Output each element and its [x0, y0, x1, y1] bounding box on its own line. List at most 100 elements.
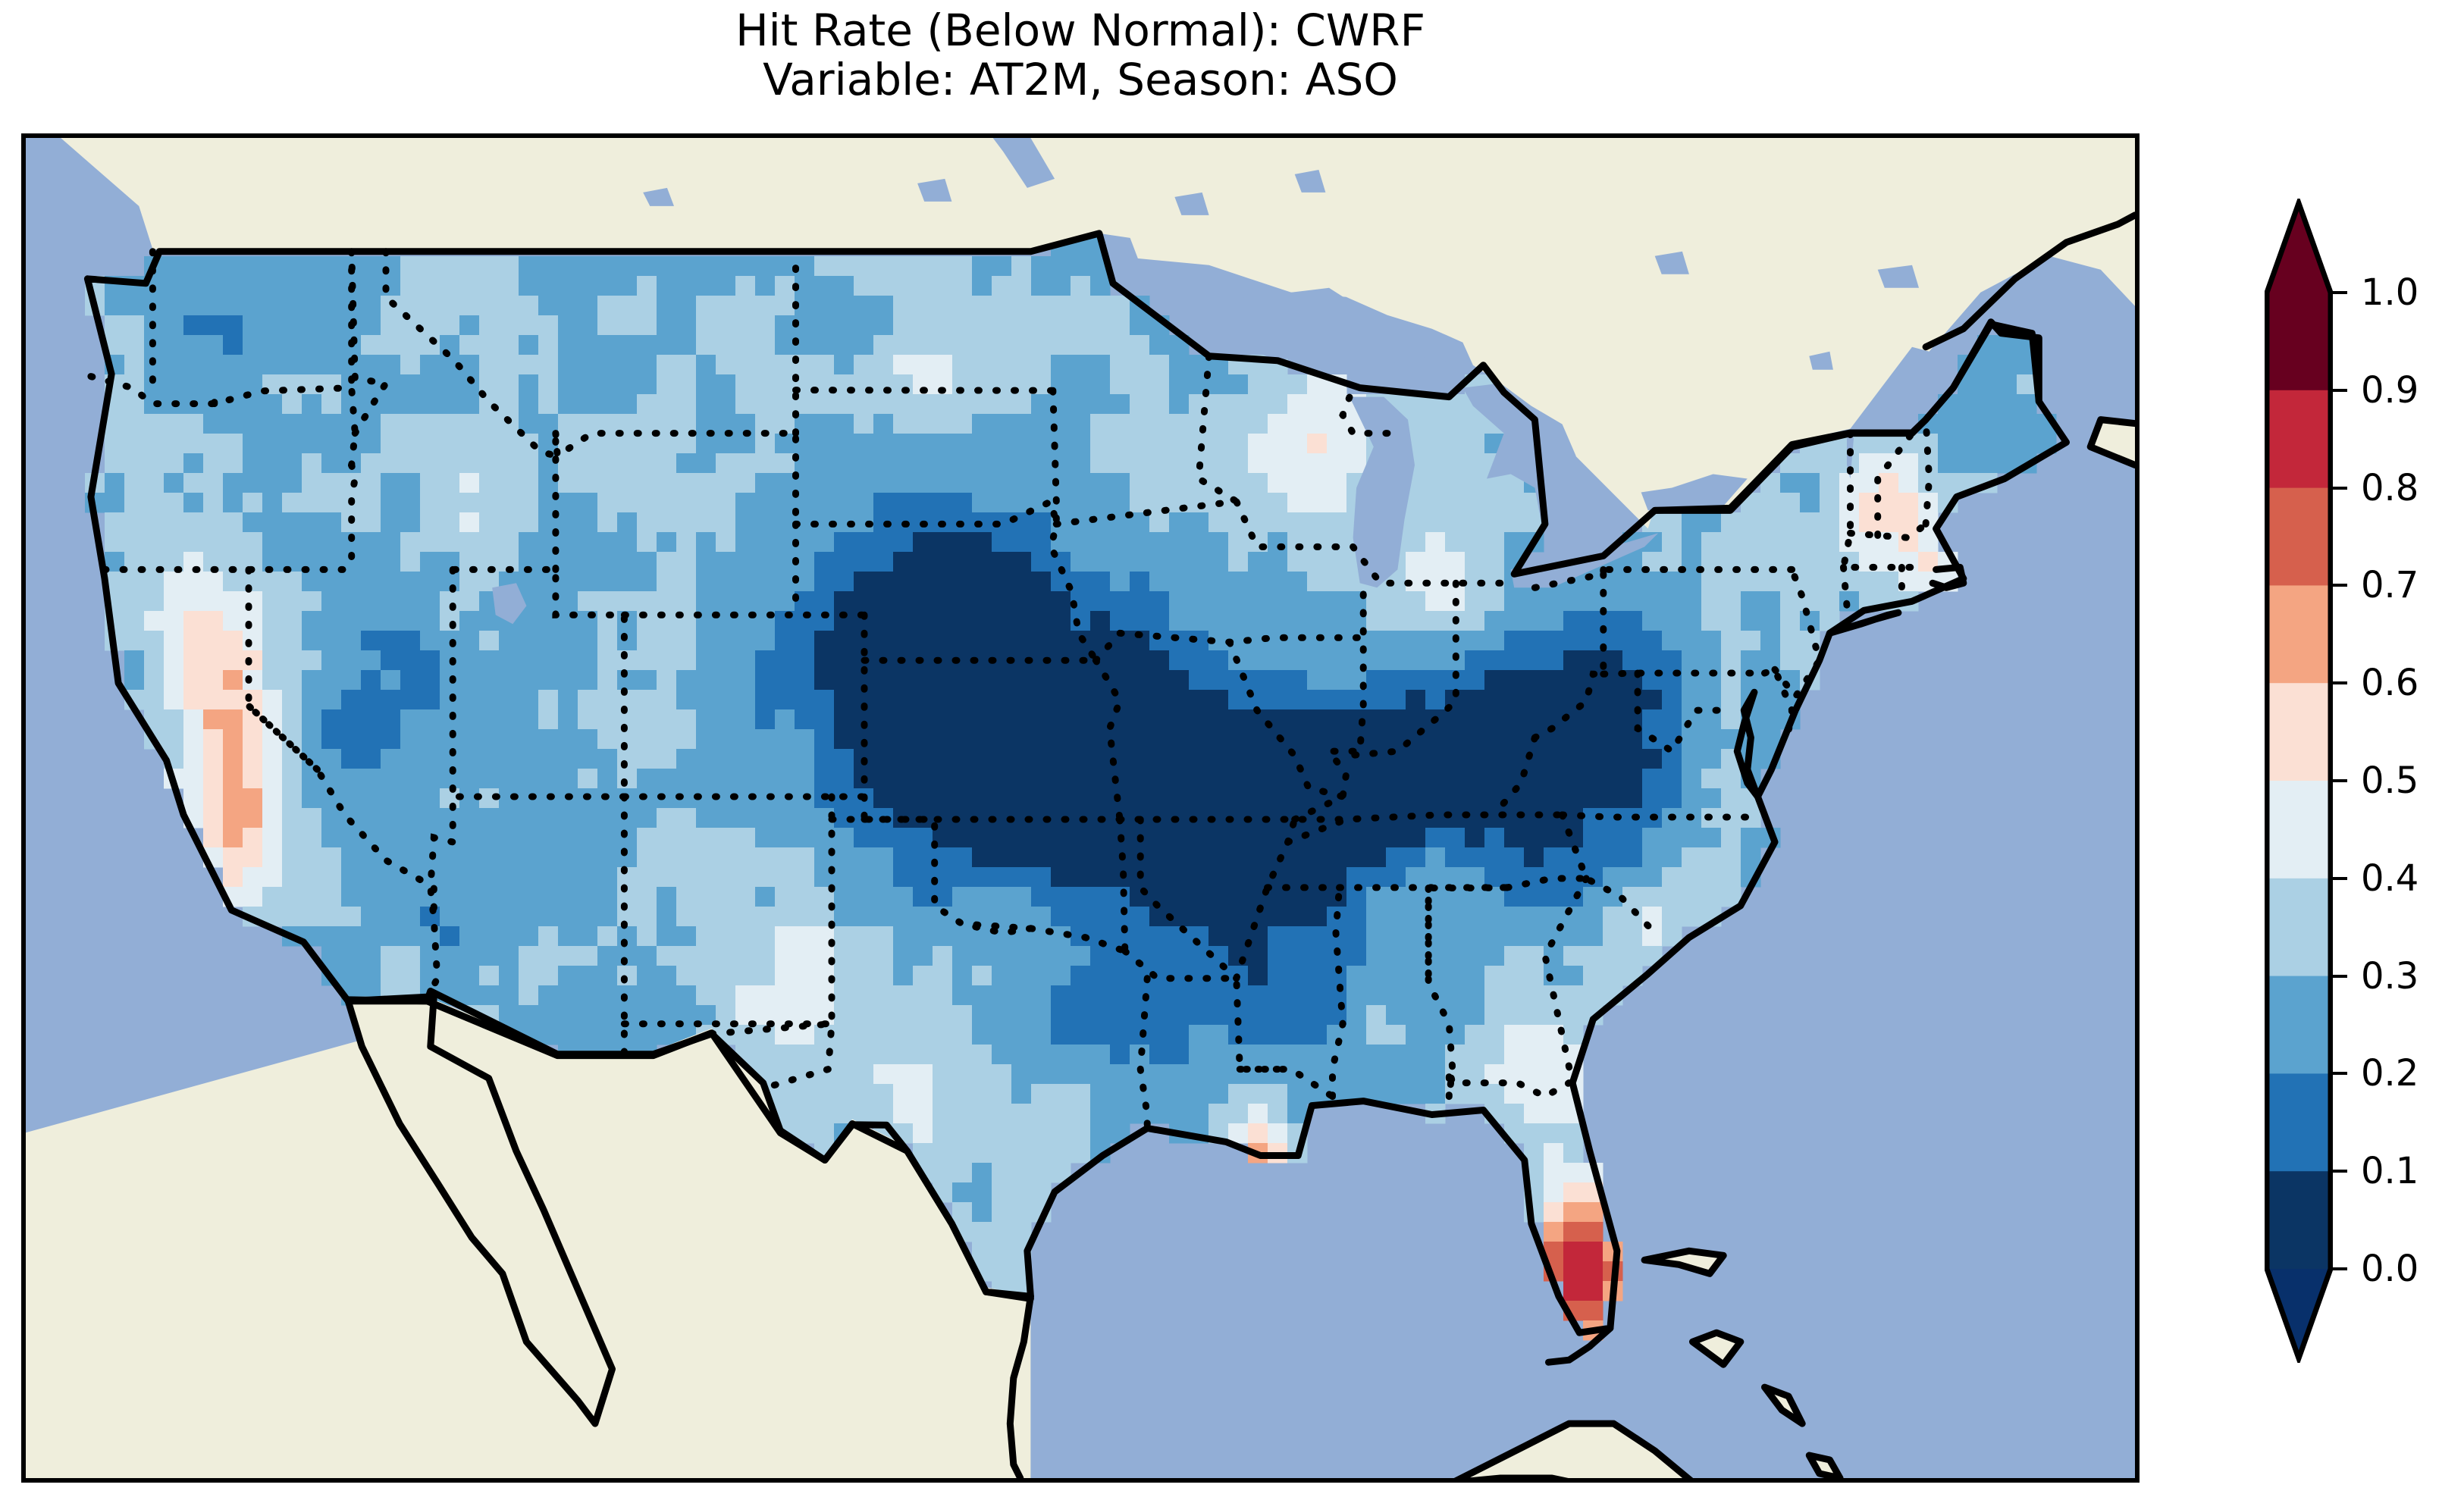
grid-cell — [282, 335, 303, 355]
grid-cell — [1938, 414, 1958, 434]
colorbar-tick-label: 0.5 — [2361, 760, 2419, 802]
grid-cell — [203, 256, 224, 277]
grid-cell — [558, 394, 578, 415]
grid-cell — [1248, 552, 1268, 572]
grid-cell — [381, 394, 401, 415]
grid-cell — [1997, 335, 2017, 355]
grid-cell — [893, 532, 914, 553]
grid-cell — [1228, 414, 1249, 434]
grid-cell — [676, 434, 697, 454]
grid-cell — [459, 296, 480, 316]
colorbar-tick — [2331, 388, 2347, 392]
grid-cell — [223, 434, 243, 454]
grid-cell — [696, 296, 716, 316]
grid-cell — [558, 355, 578, 375]
grid-cell — [755, 572, 776, 592]
grid-cell — [775, 434, 795, 454]
grid-cell — [873, 296, 894, 316]
grid-cell — [400, 493, 421, 513]
grid-cell — [952, 434, 973, 454]
grid-cell — [893, 591, 914, 612]
grid-cell — [459, 276, 480, 296]
coastline-bahamas-outline-1 — [1641, 1247, 1727, 1277]
grid-cell — [1327, 512, 1347, 533]
grid-cell — [144, 473, 165, 493]
grid-cell — [400, 473, 421, 493]
grid-cell — [282, 572, 303, 592]
grid-cell — [1071, 335, 1091, 355]
grid-cell — [854, 276, 874, 296]
grid-cell — [1228, 374, 1249, 395]
grid-cell — [755, 256, 776, 277]
grid-cell — [1465, 532, 1485, 553]
grid-cell — [1977, 414, 1998, 434]
grid-cell — [755, 453, 776, 474]
grid-cell — [1149, 473, 1170, 493]
grid-cell — [1011, 256, 1032, 277]
grid-cell — [657, 374, 677, 395]
grid-cell — [400, 355, 421, 375]
grid-cell — [1820, 532, 1840, 553]
grid-cell — [262, 572, 283, 592]
grid-cell — [558, 532, 578, 553]
coastline-chesapeake-bay — [1733, 688, 1761, 800]
grid-cell — [755, 512, 776, 533]
grid-cell — [1425, 532, 1446, 553]
grid-cell — [381, 315, 401, 336]
grid-cell — [1701, 572, 1722, 592]
grid-cell — [913, 414, 933, 434]
grid-cell — [716, 434, 736, 454]
grid-cell — [1149, 335, 1170, 355]
grid-cell — [834, 493, 854, 513]
grid-cell — [1958, 394, 1978, 415]
grid-cell — [952, 552, 973, 572]
grid-cell — [1662, 512, 1682, 533]
grid-cell — [519, 296, 539, 316]
grid-cell — [992, 355, 1012, 375]
colorbar-tick-label: 0.8 — [2361, 466, 2419, 509]
grid-cell — [1859, 572, 1879, 592]
grid-cell — [578, 414, 598, 434]
grid-cell — [873, 276, 894, 296]
grid-cell — [617, 434, 638, 454]
grid-cell — [735, 276, 756, 296]
grid-cell — [933, 394, 953, 415]
grid-cell — [1208, 414, 1229, 434]
grid-cell — [164, 335, 184, 355]
grid-cell — [262, 394, 283, 415]
grid-cell — [972, 335, 992, 355]
grid-cell — [400, 453, 421, 474]
grid-cell — [735, 315, 756, 336]
grid-cell — [479, 532, 500, 553]
grid-cell — [1701, 532, 1722, 553]
grid-cell — [459, 335, 480, 355]
grid-cell — [1090, 394, 1111, 415]
grid-cell — [1090, 493, 1111, 513]
grid-cell — [420, 394, 440, 415]
grid-cell — [992, 315, 1012, 336]
colorbar: 1.00.90.80.70.60.50.40.30.20.10.0 Hit Ra… — [2265, 199, 2419, 1363]
grid-cell — [637, 572, 657, 592]
grid-cell — [657, 355, 677, 375]
coastline-st-lawrence — [1922, 211, 2135, 351]
grid-cell — [1031, 434, 1052, 454]
grid-cell — [735, 296, 756, 316]
grid-cell — [854, 414, 874, 434]
grid-cell — [1110, 394, 1130, 415]
grid-cell — [1268, 552, 1288, 572]
grid-cell — [1090, 572, 1111, 592]
grid-cell — [814, 394, 835, 415]
grid-cell — [144, 414, 165, 434]
grid-cell — [1051, 355, 1071, 375]
grid-cell — [1011, 276, 1032, 296]
grid-cell — [1228, 572, 1249, 592]
grid-cell — [1228, 591, 1249, 612]
grid-cell — [1189, 572, 1209, 592]
grid-cell — [203, 453, 224, 474]
grid-cell — [459, 414, 480, 434]
grid-cell — [1268, 572, 1288, 592]
grid-cell — [1149, 512, 1170, 533]
grid-cell — [1248, 572, 1268, 592]
grid-cell — [440, 315, 460, 336]
grid-cell — [1011, 414, 1032, 434]
